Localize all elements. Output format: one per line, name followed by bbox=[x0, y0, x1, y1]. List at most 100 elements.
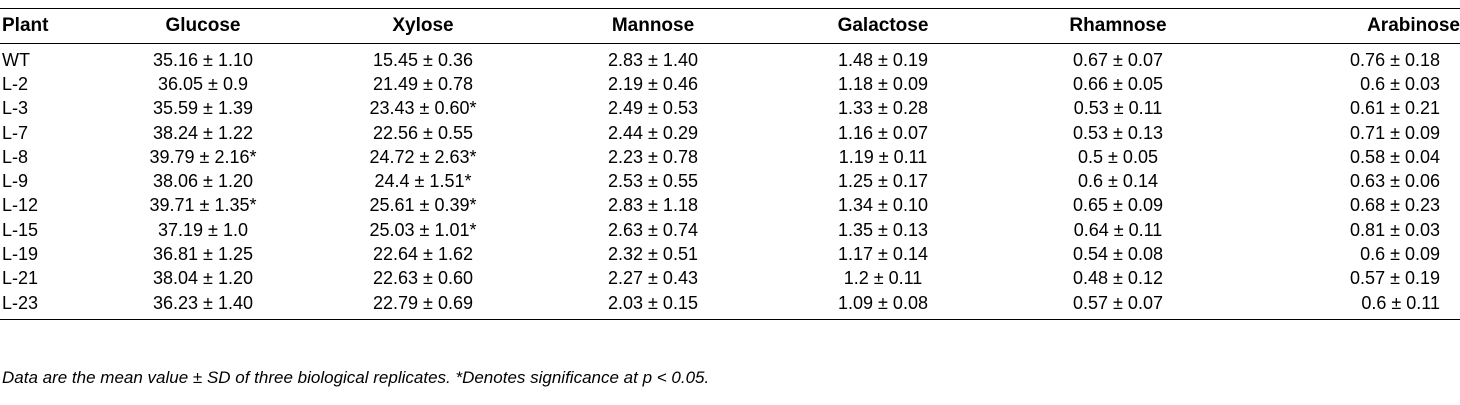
cell-value: 1.35 ± 0.13 bbox=[838, 219, 928, 240]
cell-value: 23.43 ± 0.60* bbox=[369, 98, 477, 119]
cell-value: 0.67 ± 0.07 bbox=[1073, 49, 1163, 70]
cell-value: 1.17 ± 0.14 bbox=[838, 244, 928, 265]
cell-plant: L-2 bbox=[2, 73, 29, 94]
cell-value: 0.58 ± 0.04 bbox=[1350, 146, 1440, 167]
header-mannose: Mannose bbox=[538, 8, 768, 44]
cell-plant: L-8 bbox=[2, 146, 29, 167]
header-plant: Plant bbox=[0, 8, 98, 44]
cell-value: 2.63 ± 0.74 bbox=[608, 219, 698, 240]
cell-value: 24.4 ± 1.51* bbox=[374, 171, 472, 192]
cell-value: 0.53 ± 0.11 bbox=[1073, 98, 1163, 119]
cell-value: 0.6 ± 0.09 bbox=[1360, 244, 1440, 265]
cell-value: 1.33 ± 0.28 bbox=[838, 98, 928, 119]
cell-plant: L-9 bbox=[2, 171, 29, 192]
table-row: L-19 36.81 ± 1.25 22.64 ± 1.62 2.32 ± 0.51 1… bbox=[0, 242, 1460, 266]
cell-value: 15.45 ± 0.36 bbox=[373, 49, 473, 70]
cell-plant: L-3 bbox=[2, 98, 29, 119]
cell-value: 22.79 ± 0.69 bbox=[373, 292, 473, 313]
header-arabinose: Arabinose bbox=[1238, 8, 1460, 44]
cell-plant: L-23 bbox=[2, 292, 39, 313]
sugar-composition-table-container: Plant Glucose Xylose Mannose Galactose R… bbox=[0, 8, 1460, 320]
cell-value: 1.34 ± 0.10 bbox=[838, 195, 928, 216]
cell-value: 39.79 ± 2.16* bbox=[149, 146, 257, 167]
cell-value: 25.03 ± 1.01* bbox=[369, 219, 477, 240]
cell-plant: L-7 bbox=[2, 122, 29, 143]
header-row: Plant Glucose Xylose Mannose Galactose R… bbox=[0, 8, 1460, 44]
header-glucose: Glucose bbox=[98, 8, 308, 44]
cell-value: 0.65 ± 0.09 bbox=[1073, 195, 1163, 216]
cell-value: 1.19 ± 0.11 bbox=[838, 146, 928, 167]
cell-plant: L-19 bbox=[2, 244, 39, 265]
table-footnote: Data are the mean value ± SD of three bi… bbox=[2, 368, 710, 387]
cell-plant: L-21 bbox=[2, 268, 39, 289]
cell-value: 2.44 ± 0.29 bbox=[608, 122, 698, 143]
cell-plant: L-12 bbox=[2, 195, 39, 216]
table-row: L-15 37.19 ± 1.0 25.03 ± 1.01* 2.63 ± 0.74 1… bbox=[0, 218, 1460, 242]
cell-value: 2.19 ± 0.46 bbox=[608, 73, 698, 94]
cell-value: 2.53 ± 0.55 bbox=[608, 171, 698, 192]
header-rhamnose: Rhamnose bbox=[998, 8, 1238, 44]
cell-value: 22.56 ± 0.55 bbox=[373, 122, 473, 143]
cell-value: 0.81 ± 0.03 bbox=[1350, 219, 1440, 240]
table-row: WT 35.16 ± 1.10 15.45 ± 0.36 2.83 ± 1.40 1.4… bbox=[0, 44, 1460, 73]
cell-value: 0.6 ± 0.14 bbox=[1078, 171, 1158, 192]
cell-value: 39.71 ± 1.35* bbox=[149, 195, 257, 216]
cell-value: 38.24 ± 1.22 bbox=[153, 122, 253, 143]
cell-value: 0.48 ± 0.12 bbox=[1073, 268, 1163, 289]
cell-value: 1.09 ± 0.08 bbox=[838, 292, 928, 313]
cell-plant: L-15 bbox=[2, 219, 39, 240]
cell-value: 22.63 ± 0.60 bbox=[373, 268, 473, 289]
cell-value: 36.81 ± 1.25 bbox=[153, 244, 253, 265]
cell-value: 2.49 ± 0.53 bbox=[608, 98, 698, 119]
cell-value: 36.23 ± 1.40 bbox=[153, 292, 253, 313]
table-header: Plant Glucose Xylose Mannose Galactose R… bbox=[0, 8, 1460, 44]
cell-value: 0.61 ± 0.21 bbox=[1350, 98, 1440, 119]
cell-value: 0.6 ± 0.11 bbox=[1361, 292, 1440, 313]
cell-value: 38.06 ± 1.20 bbox=[153, 171, 253, 192]
cell-value: 0.54 ± 0.08 bbox=[1073, 244, 1163, 265]
cell-value: 0.6 ± 0.03 bbox=[1360, 73, 1440, 94]
cell-value: 0.71 ± 0.09 bbox=[1350, 122, 1440, 143]
cell-value: 1.2 ± 0.11 bbox=[843, 268, 923, 289]
cell-value: 1.18 ± 0.09 bbox=[838, 73, 928, 94]
header-galactose: Galactose bbox=[768, 8, 998, 44]
cell-value: 0.53 ± 0.13 bbox=[1073, 122, 1163, 143]
table-row: L-23 36.23 ± 1.40 22.79 ± 0.69 2.03 ± 0.15 1… bbox=[0, 291, 1460, 320]
cell-value: 35.59 ± 1.39 bbox=[153, 98, 253, 119]
cell-value: 0.76 ± 0.18 bbox=[1350, 49, 1440, 70]
table-row: L-21 38.04 ± 1.20 22.63 ± 0.60 2.27 ± 0.43 1… bbox=[0, 267, 1460, 291]
table-row: L-3 35.59 ± 1.39 23.43 ± 0.60* 2.49 ± 0.53 1… bbox=[0, 97, 1460, 121]
header-xylose: Xylose bbox=[308, 8, 538, 44]
cell-value: 36.05 ± 0.9 bbox=[158, 73, 248, 94]
cell-value: 2.03 ± 0.15 bbox=[608, 292, 698, 313]
cell-value: 25.61 ± 0.39* bbox=[369, 195, 477, 216]
cell-value: 37.19 ± 1.0 bbox=[158, 219, 248, 240]
cell-plant: WT bbox=[2, 49, 30, 70]
cell-value: 0.66 ± 0.05 bbox=[1073, 73, 1163, 94]
cell-value: 0.63 ± 0.06 bbox=[1350, 171, 1440, 192]
cell-value: 24.72 ± 2.63* bbox=[369, 146, 477, 167]
cell-value: 2.83 ± 1.40 bbox=[608, 49, 698, 70]
table-row: L-8 39.79 ± 2.16* 24.72 ± 2.63* 2.23 ± 0.78… bbox=[0, 145, 1460, 169]
cell-value: 1.16 ± 0.07 bbox=[838, 122, 928, 143]
cell-value: 2.83 ± 1.18 bbox=[608, 195, 698, 216]
cell-value: 22.64 ± 1.62 bbox=[373, 244, 473, 265]
cell-value: 35.16 ± 1.10 bbox=[153, 49, 253, 70]
cell-value: 0.57 ± 0.07 bbox=[1073, 292, 1163, 313]
table-row: L-12 39.71 ± 1.35* 25.61 ± 0.39* 2.83 ± 1.1… bbox=[0, 194, 1460, 218]
table-row: L-7 38.24 ± 1.22 22.56 ± 0.55 2.44 ± 0.29 1.… bbox=[0, 121, 1460, 145]
cell-value: 2.23 ± 0.78 bbox=[608, 146, 698, 167]
cell-value: 2.32 ± 0.51 bbox=[608, 244, 698, 265]
cell-value: 1.48 ± 0.19 bbox=[838, 49, 928, 70]
cell-value: 2.27 ± 0.43 bbox=[608, 268, 698, 289]
cell-value: 0.64 ± 0.11 bbox=[1073, 219, 1163, 240]
cell-value: 21.49 ± 0.78 bbox=[373, 73, 473, 94]
table-row: L-2 36.05 ± 0.9 21.49 ± 0.78 2.19 ± 0.46 1.1… bbox=[0, 72, 1460, 96]
table-row: L-9 38.06 ± 1.20 24.4 ± 1.51* 2.53 ± 0.55 1.… bbox=[0, 169, 1460, 193]
cell-value: 0.57 ± 0.19 bbox=[1350, 268, 1440, 289]
sugar-composition-table: Plant Glucose Xylose Mannose Galactose R… bbox=[0, 8, 1460, 320]
cell-value: 0.5 ± 0.05 bbox=[1078, 146, 1158, 167]
cell-value: 38.04 ± 1.20 bbox=[153, 268, 253, 289]
table-body: WT 35.16 ± 1.10 15.45 ± 0.36 2.83 ± 1.40 1.4… bbox=[0, 44, 1460, 320]
cell-value: 1.25 ± 0.17 bbox=[838, 171, 928, 192]
